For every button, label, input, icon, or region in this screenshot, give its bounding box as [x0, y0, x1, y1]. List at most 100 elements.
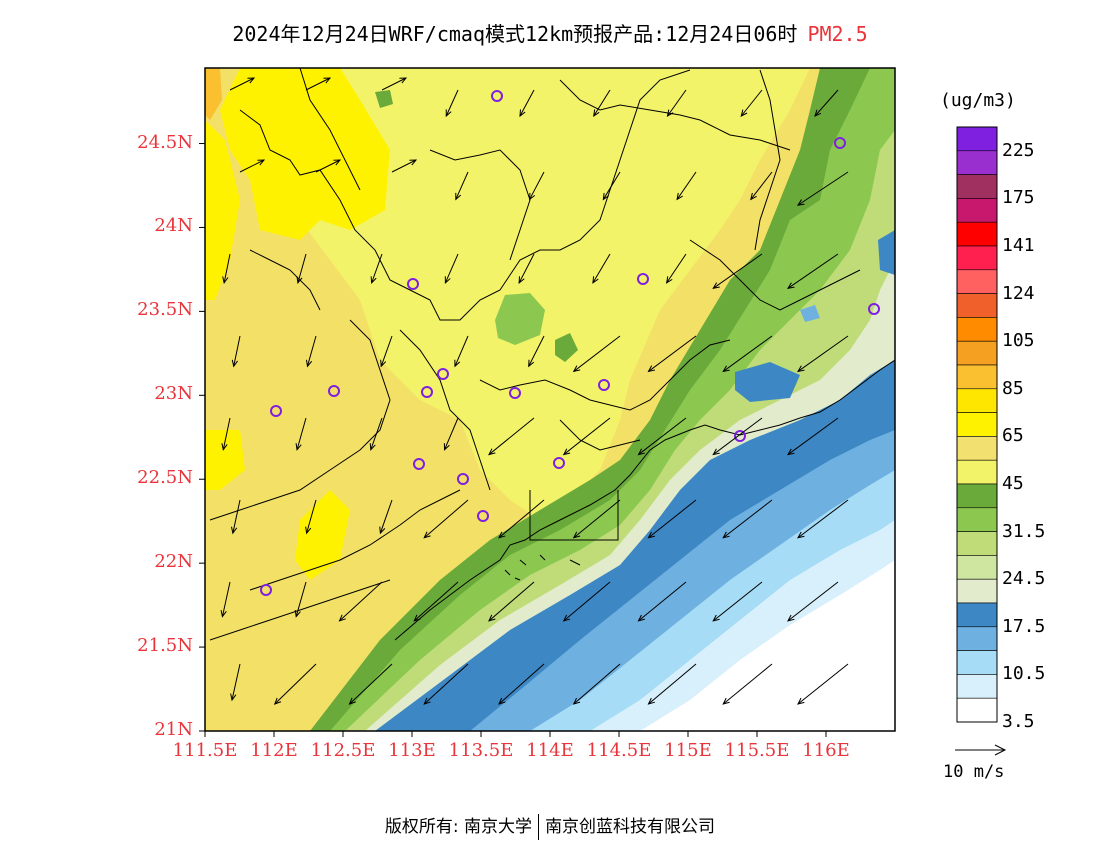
wind-arrow: [498, 663, 545, 705]
wind-arrow: [712, 581, 763, 622]
wind-arrow: [796, 171, 849, 206]
station-marker: [509, 387, 521, 399]
colorbar-swatch: [956, 507, 998, 532]
lon-label: 116E: [802, 740, 850, 761]
county-border-12: [754, 69, 781, 251]
field-green-patch-3: [375, 90, 393, 108]
wind-arrow: [528, 335, 545, 368]
wind-arrow: [413, 581, 459, 622]
station-marker: [491, 90, 503, 102]
colorbar-swatch: [956, 174, 998, 199]
wind-arrow: [562, 581, 611, 622]
wind-arrow: [231, 335, 241, 368]
colorbar-label: 85: [1002, 377, 1024, 399]
wind-arrow: [593, 89, 611, 118]
wind-arrow: [572, 335, 621, 373]
field-green-patch-2: [555, 333, 578, 362]
county-border-7: [249, 489, 461, 591]
wind-arrow: [380, 335, 393, 368]
wind-arrow: [750, 171, 773, 201]
colorbar-swatch: [956, 436, 998, 461]
county-border-9: [689, 239, 861, 311]
wind-reference-label: 10 m/s: [943, 762, 1005, 782]
colorbar-label: 3.5: [1002, 711, 1035, 732]
colorbar-label: 105: [1002, 330, 1035, 352]
wind-arrow: [455, 171, 469, 201]
wind-arrow: [814, 89, 839, 117]
wind-arrow: [273, 663, 317, 705]
station-marker: [270, 405, 282, 417]
wind-arrow: [423, 499, 469, 539]
station-marker: [260, 584, 272, 596]
colorbar-swatch: [956, 198, 998, 223]
lon-label: 115E: [664, 740, 712, 761]
field-yellow-sw: [295, 490, 350, 580]
colorbar-label: 65: [1002, 425, 1024, 447]
wind-arrow: [797, 335, 849, 373]
wind-arrow: [797, 663, 849, 705]
lon-label: 112E: [250, 740, 298, 761]
colorbar-label: 17.5: [1002, 615, 1046, 637]
station-marker: [637, 273, 649, 285]
colorbar-swatch: [956, 340, 998, 366]
colorbar-label: 10.5: [1002, 663, 1046, 685]
wind-arrow: [294, 581, 307, 618]
wind-arrow: [518, 253, 535, 284]
field-blue-east: [878, 230, 895, 275]
station-marker: [598, 379, 610, 391]
county-border-5: [399, 329, 491, 491]
colorbar: [956, 126, 998, 723]
wind-reference-arrow: [955, 744, 1007, 756]
wind-arrow: [722, 335, 773, 373]
field-blue-bay: [735, 362, 800, 402]
colorbar-label: 175: [1002, 187, 1035, 209]
colorbar-swatch: [956, 602, 998, 628]
wind-arrow: [443, 417, 459, 451]
wind-arrow: [665, 253, 687, 284]
colorbar-swatch: [956, 674, 998, 699]
colorbar-swatch: [956, 578, 998, 604]
field-light-yellow-north: [300, 68, 810, 520]
colorbar-swatch: [956, 483, 998, 509]
county-border-4: [209, 319, 391, 521]
wind-arrow: [229, 77, 256, 91]
wind-arrow: [592, 253, 611, 284]
station-marker: [437, 368, 449, 380]
wind-arrow: [379, 499, 393, 535]
wind-arrow: [666, 89, 687, 117]
colorbar-swatch: [956, 388, 998, 413]
station-marker: [868, 303, 880, 315]
wind-arrow: [454, 335, 469, 368]
lat-label: 22.5N: [137, 467, 193, 489]
lon-label: 114.5E: [586, 740, 652, 761]
wind-arrow: [220, 581, 231, 618]
footer-separator: [538, 814, 540, 840]
colorbar-swatch: [956, 364, 998, 390]
wind-arrow: [305, 499, 317, 535]
islands: [504, 554, 581, 581]
station-marker: [421, 386, 433, 398]
lon-label: 113E: [388, 740, 436, 761]
wind-arrow: [444, 253, 459, 284]
footer-company: 南京创蓝科技有限公司: [545, 817, 716, 837]
colorbar-label: 124: [1002, 282, 1035, 304]
station-marker: [413, 458, 425, 470]
wind-arrow: [498, 499, 545, 539]
wind-arrow: [786, 253, 839, 289]
lat-label: 24.5N: [137, 131, 193, 153]
lat-label: 22N: [154, 551, 193, 573]
hk-box: [529, 490, 619, 541]
colorbar-swatch: [956, 531, 998, 556]
wind-arrow: [647, 499, 697, 539]
wind-arrow: [647, 335, 697, 373]
wind-arrow: [338, 581, 383, 622]
station-marker: [553, 457, 565, 469]
colorbar-swatch: [956, 697, 998, 723]
wind-arrow: [222, 253, 231, 285]
colorbar-label: 225: [1002, 139, 1035, 161]
colorbar-label: 24.5: [1002, 568, 1046, 590]
wind-arrow: [740, 89, 763, 117]
axis-ticks: [199, 143, 827, 737]
county-border-3: [559, 79, 791, 151]
